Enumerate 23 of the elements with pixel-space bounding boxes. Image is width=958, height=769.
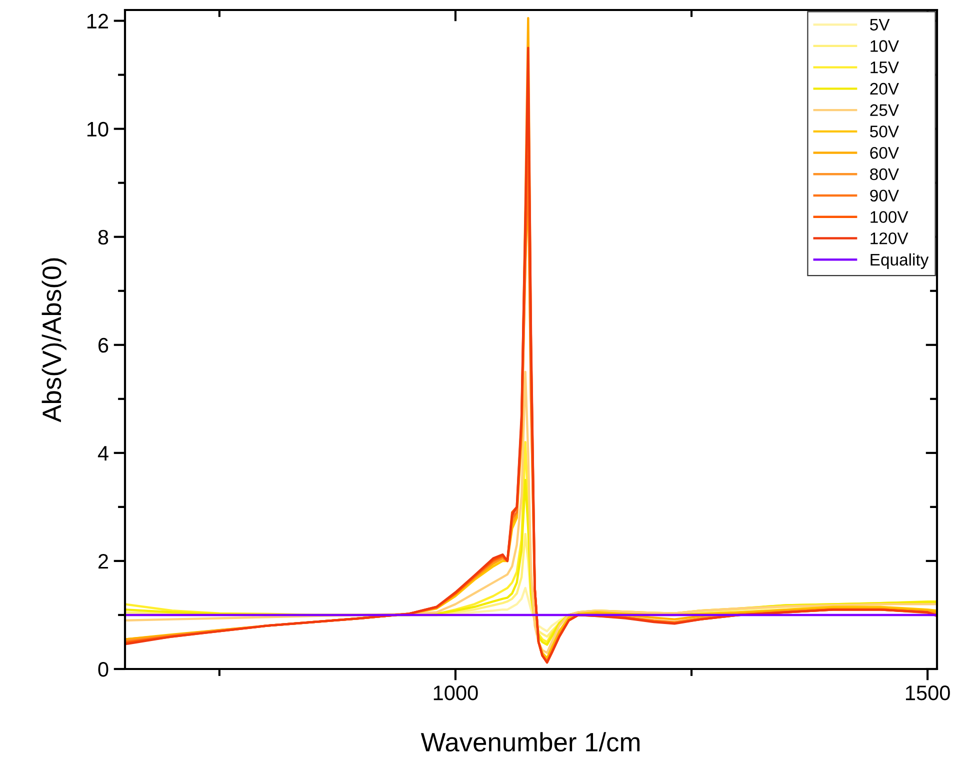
legend-label: 10V xyxy=(870,40,899,52)
y-tick-label: 2 xyxy=(98,554,108,569)
legend-label: 5V xyxy=(870,18,890,31)
y-tick-label: 0 xyxy=(98,662,108,677)
legend-label: 60V xyxy=(870,146,899,159)
legend-label: 90V xyxy=(870,190,899,202)
legend-label: 25V xyxy=(870,104,899,116)
legend-label: 20V xyxy=(870,82,899,95)
legend-label: Equality xyxy=(870,253,929,269)
y-tick-label: 10 xyxy=(87,122,108,137)
x-tick-label: 1000 xyxy=(434,686,478,700)
x-tick-label: 1500 xyxy=(906,686,950,700)
y-tick-label: 12 xyxy=(87,14,108,28)
legend-label: 15V xyxy=(870,62,899,74)
y-tick-label: 4 xyxy=(98,446,108,460)
x-axis-title: Wavenumber 1/cm xyxy=(420,732,640,752)
legend-label: 50V xyxy=(870,126,899,138)
legend-label: 120V xyxy=(870,232,908,244)
y-tick-label: 6 xyxy=(98,338,108,353)
y-axis-title: Abs(V)/Abs(0) xyxy=(42,258,66,422)
legend-label: 100V xyxy=(870,211,908,223)
legend-label: 80V xyxy=(870,168,899,180)
y-tick-label: 8 xyxy=(98,230,108,245)
